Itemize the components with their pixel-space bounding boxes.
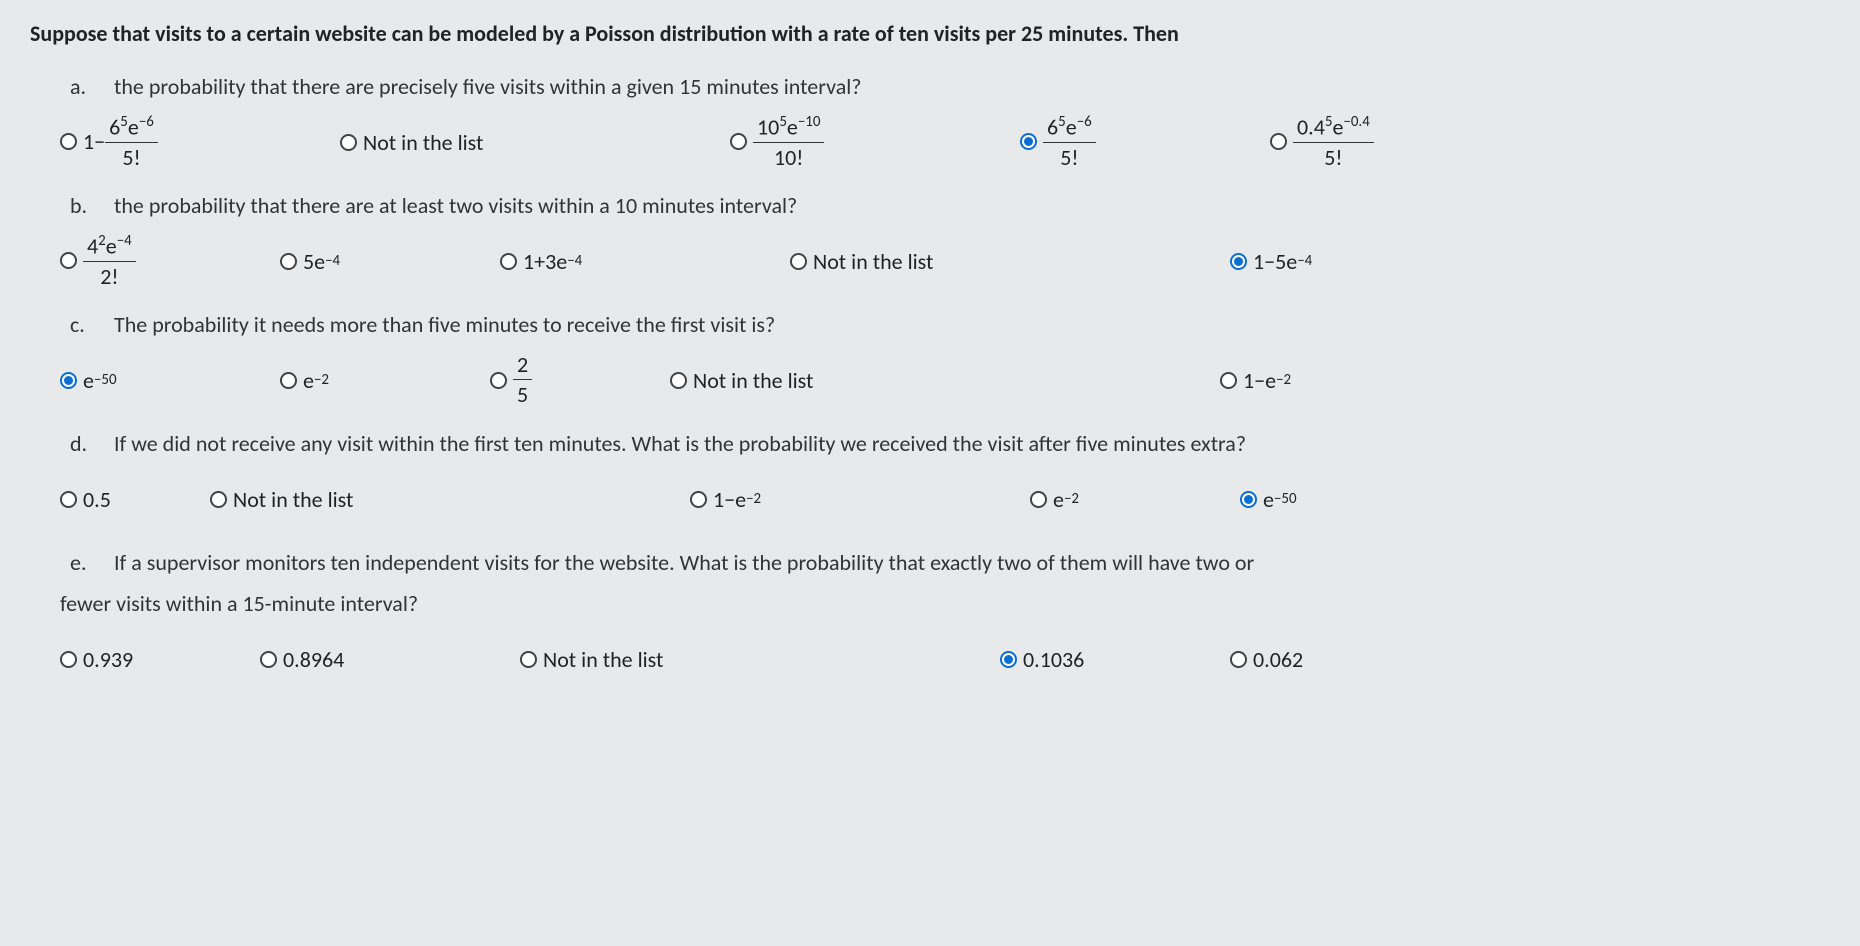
radio-button[interactable] bbox=[790, 253, 807, 270]
option-label: 5e−4 bbox=[303, 248, 340, 275]
option-label: Not in the list bbox=[693, 367, 813, 394]
radio-button[interactable] bbox=[1030, 491, 1047, 508]
option-label: 1−e−2 bbox=[1243, 367, 1291, 394]
sub-text: the probability that there are precisely… bbox=[114, 73, 862, 100]
radio-button[interactable] bbox=[1230, 253, 1247, 270]
option-label: Not in the list bbox=[813, 248, 933, 275]
radio-button[interactable] bbox=[490, 372, 507, 389]
option-label: 1−65e−65! bbox=[83, 114, 158, 170]
option-label: Not in the list bbox=[233, 486, 353, 513]
option[interactable]: 0.1036 bbox=[1000, 646, 1230, 673]
radio-button[interactable] bbox=[730, 133, 747, 150]
sub-text: the probability that there are at least … bbox=[114, 192, 797, 219]
option[interactable]: 0.939 bbox=[60, 646, 260, 673]
option[interactable]: Not in the list bbox=[520, 646, 1000, 673]
main-question: Suppose that visits to a certain website… bbox=[30, 20, 1830, 47]
option[interactable]: 65e−65! bbox=[1020, 114, 1270, 170]
option[interactable]: e−2 bbox=[280, 367, 490, 394]
option-label: e−2 bbox=[303, 367, 329, 394]
sub-question-d: d. If we did not receive any visit withi… bbox=[70, 430, 1830, 457]
option[interactable]: 5e−4 bbox=[280, 248, 500, 275]
option[interactable]: 1−5e−4 bbox=[1230, 248, 1430, 275]
options-row-b: 42e−42! 5e−4 1+3e−4 Not in the list 1−5e−4 bbox=[60, 233, 1830, 289]
option[interactable]: e−2 bbox=[1030, 486, 1240, 513]
option[interactable]: 1−65e−65! bbox=[60, 114, 340, 170]
options-row-e: 0.939 0.8964 Not in the list 0.1036 0.062 bbox=[60, 631, 1830, 687]
option-label: Not in the list bbox=[363, 129, 483, 156]
radio-button[interactable] bbox=[60, 372, 77, 389]
sub-question-a: a. the probability that there are precis… bbox=[70, 73, 1830, 100]
option-label: e−2 bbox=[1053, 486, 1079, 513]
radio-button[interactable] bbox=[1000, 651, 1017, 668]
radio-button[interactable] bbox=[210, 491, 227, 508]
option-label: e−50 bbox=[1263, 486, 1297, 513]
option[interactable]: Not in the list bbox=[340, 129, 730, 156]
sub-letter: e. bbox=[70, 549, 114, 576]
radio-button[interactable] bbox=[60, 651, 77, 668]
sub-question-b: b. the probability that there are at lea… bbox=[70, 192, 1830, 219]
option[interactable]: 25 bbox=[490, 353, 670, 407]
option-label: 1−e−2 bbox=[713, 486, 761, 513]
option-label: 0.939 bbox=[83, 646, 133, 673]
radio-button[interactable] bbox=[520, 651, 537, 668]
radio-button[interactable] bbox=[280, 372, 297, 389]
option-label: 0.062 bbox=[1253, 646, 1303, 673]
option[interactable]: 0.8964 bbox=[260, 646, 520, 673]
option-label: 1−5e−4 bbox=[1253, 248, 1312, 275]
radio-button[interactable] bbox=[280, 253, 297, 270]
option[interactable]: e−50 bbox=[60, 367, 280, 394]
radio-button[interactable] bbox=[1220, 372, 1237, 389]
option[interactable]: 1−e−2 bbox=[1220, 367, 1420, 394]
option-label: 65e−65! bbox=[1043, 114, 1096, 170]
radio-button[interactable] bbox=[500, 253, 517, 270]
sub-text-cont: fewer visits within a 15-minute interval… bbox=[60, 590, 1830, 617]
option[interactable]: Not in the list bbox=[670, 367, 1220, 394]
radio-button[interactable] bbox=[60, 491, 77, 508]
option[interactable]: 105e−1010! bbox=[730, 114, 1020, 170]
sub-letter: b. bbox=[70, 192, 114, 219]
options-row-d: 0.5 Not in the list 1−e−2 e−2 e−50 bbox=[60, 471, 1830, 527]
sub-letter: c. bbox=[70, 311, 114, 338]
option[interactable]: e−50 bbox=[1240, 486, 1390, 513]
radio-button[interactable] bbox=[340, 134, 357, 151]
option-label: 1+3e−4 bbox=[523, 248, 582, 275]
option-label: 0.1036 bbox=[1023, 646, 1084, 673]
radio-button[interactable] bbox=[60, 252, 77, 269]
options-row-c: e−50 e−2 25 Not in the list 1−e−2 bbox=[60, 352, 1830, 408]
option[interactable]: 0.062 bbox=[1230, 646, 1380, 673]
radio-button[interactable] bbox=[690, 491, 707, 508]
option-label: 0.5 bbox=[83, 486, 111, 513]
radio-button[interactable] bbox=[670, 372, 687, 389]
sub-question-e: e. If a supervisor monitors ten independ… bbox=[70, 549, 1830, 576]
sub-letter: d. bbox=[70, 430, 114, 457]
sub-text: If a supervisor monitors ten independent… bbox=[114, 549, 1254, 576]
option[interactable]: Not in the list bbox=[210, 486, 690, 513]
option-label: 0.8964 bbox=[283, 646, 344, 673]
option[interactable]: 0.5 bbox=[60, 486, 210, 513]
sub-text: If we did not receive any visit within t… bbox=[114, 430, 1246, 457]
options-row-a: 1−65e−65! Not in the list 105e−1010! 65e−65… bbox=[60, 114, 1830, 170]
radio-button[interactable] bbox=[1240, 491, 1257, 508]
sub-letter: a. bbox=[70, 73, 114, 100]
radio-button[interactable] bbox=[1270, 133, 1287, 150]
option[interactable]: 1+3e−4 bbox=[500, 248, 790, 275]
option-label: 105e−1010! bbox=[753, 114, 824, 170]
option-label: Not in the list bbox=[543, 646, 663, 673]
option[interactable]: 0.45e−0.45! bbox=[1270, 114, 1470, 170]
sub-question-c: c. The probability it needs more than fi… bbox=[70, 311, 1830, 338]
option-label: 0.45e−0.45! bbox=[1293, 114, 1374, 170]
radio-button[interactable] bbox=[1020, 133, 1037, 150]
option-label: 42e−42! bbox=[83, 233, 136, 289]
option[interactable]: 1−e−2 bbox=[690, 486, 1030, 513]
option[interactable]: 42e−42! bbox=[60, 233, 280, 289]
option[interactable]: Not in the list bbox=[790, 248, 1230, 275]
sub-text: The probability it needs more than five … bbox=[114, 311, 775, 338]
option-label: e−50 bbox=[83, 367, 117, 394]
radio-button[interactable] bbox=[1230, 651, 1247, 668]
radio-button[interactable] bbox=[60, 133, 77, 150]
radio-button[interactable] bbox=[260, 651, 277, 668]
option-label: 25 bbox=[513, 353, 532, 407]
